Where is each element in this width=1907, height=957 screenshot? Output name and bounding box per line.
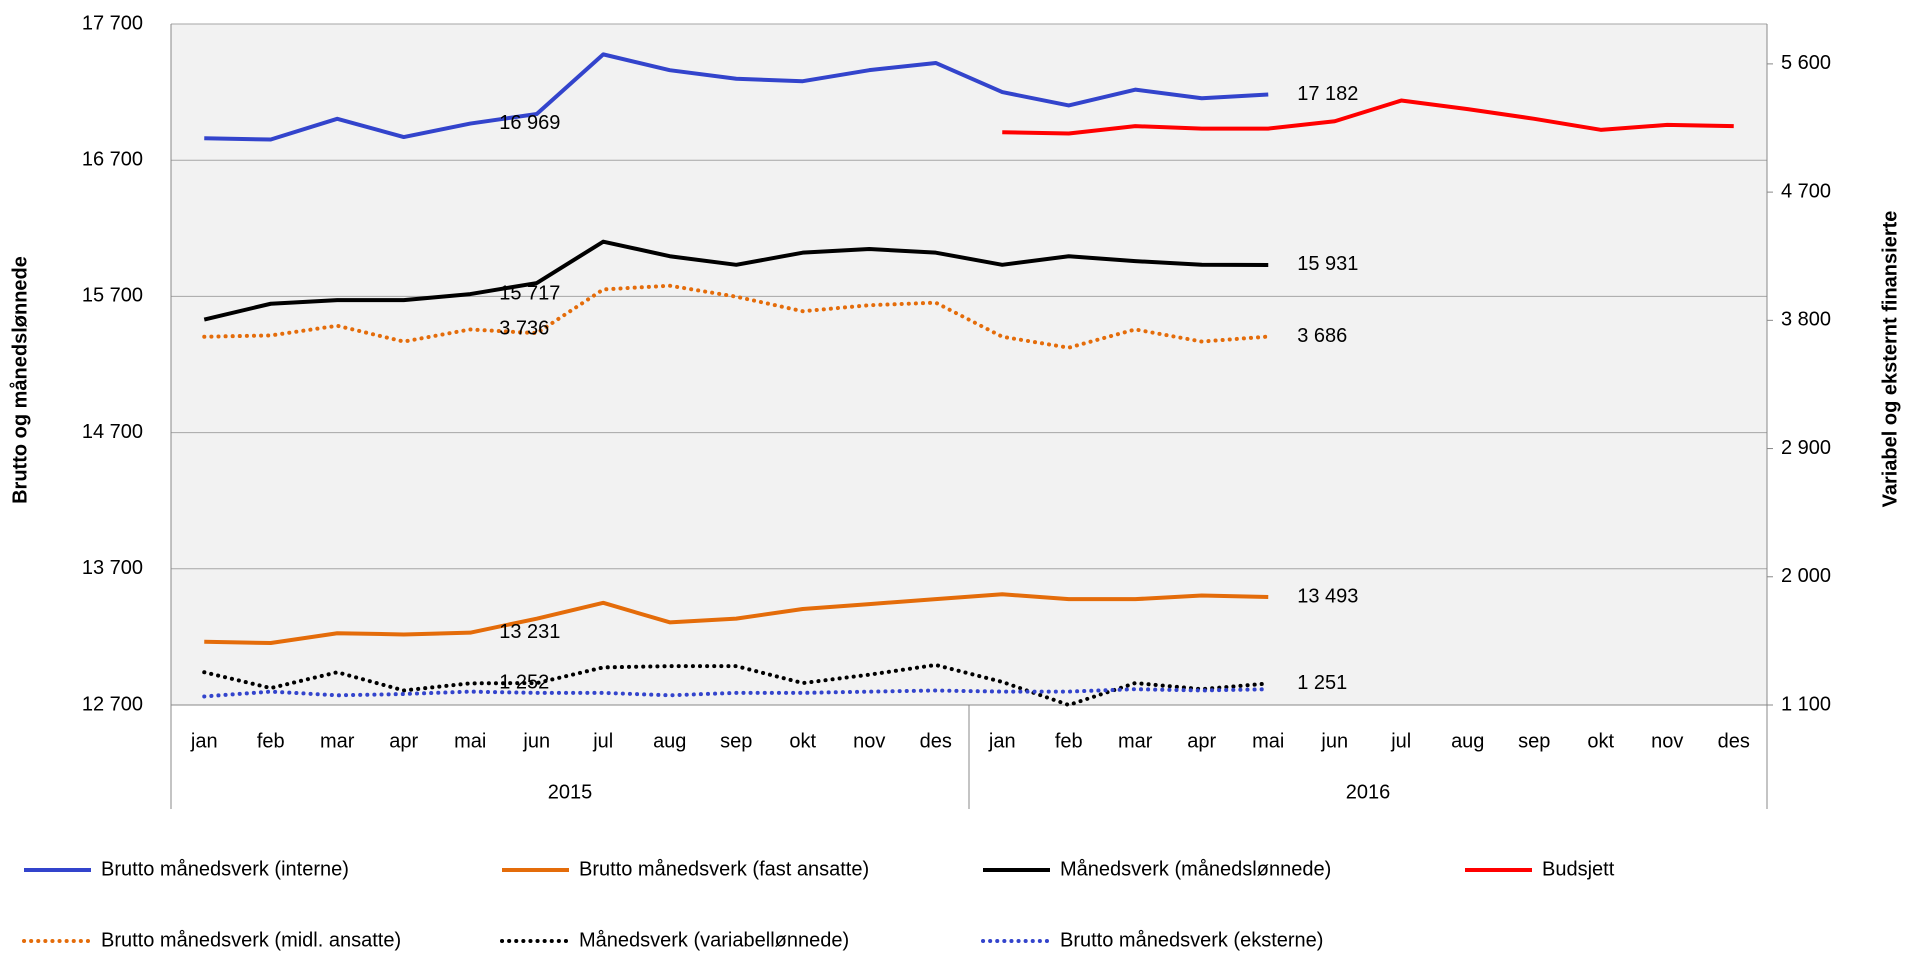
y2-tick-label: 5 600 bbox=[1781, 52, 1831, 74]
x-tick-label: mai bbox=[454, 730, 486, 752]
x-tick-label: jan bbox=[988, 730, 1016, 752]
x-tick-label: des bbox=[1718, 730, 1750, 752]
x-tick-label: sep bbox=[1518, 730, 1550, 752]
x-tick-label: jul bbox=[1390, 730, 1411, 752]
x-tick-label: nov bbox=[853, 730, 885, 752]
y-tick-label: 13 700 bbox=[82, 557, 143, 579]
x-tick-label: aug bbox=[653, 730, 686, 752]
x-tick-label: jan bbox=[190, 730, 218, 752]
plot-area bbox=[171, 24, 1767, 705]
series-line bbox=[203, 239, 1269, 322]
data-label: 1 252 bbox=[499, 672, 549, 694]
y2-tick-label: 2 000 bbox=[1781, 565, 1831, 587]
x-tick-label: okt bbox=[789, 730, 816, 752]
y2-tick-label: 2 900 bbox=[1781, 437, 1831, 459]
x-tick-label: mai bbox=[1252, 730, 1284, 752]
y-tick-label: 16 700 bbox=[82, 148, 143, 170]
y2-axis-title: Variabel og eksternt finansierte bbox=[1879, 211, 1901, 508]
data-label: 3 736 bbox=[499, 318, 549, 340]
y-tick-label: 14 700 bbox=[82, 421, 143, 443]
data-label: 17 182 bbox=[1297, 83, 1358, 105]
series-line bbox=[202, 662, 1271, 707]
x-group-label: 2015 bbox=[548, 781, 593, 803]
y2-tick-label: 4 700 bbox=[1781, 180, 1831, 202]
data-label: 1 251 bbox=[1297, 672, 1347, 694]
series-line bbox=[202, 283, 1271, 350]
series-line bbox=[202, 687, 1271, 699]
y2-tick-label: 3 800 bbox=[1781, 309, 1831, 331]
x-tick-label: okt bbox=[1587, 730, 1614, 752]
x-tick-label: sep bbox=[720, 730, 752, 752]
data-label: 13 493 bbox=[1297, 585, 1358, 607]
x-tick-label: des bbox=[920, 730, 952, 752]
legend-label: Brutto månedsverk (midl. ansatte) bbox=[101, 929, 401, 951]
y2-tick-label: 1 100 bbox=[1781, 693, 1831, 715]
x-tick-label: mar bbox=[320, 730, 355, 752]
y-tick-label: 17 700 bbox=[82, 12, 143, 34]
x-tick-label: jun bbox=[1320, 730, 1348, 752]
series-line bbox=[204, 52, 1269, 142]
y-tick-label: 15 700 bbox=[82, 285, 143, 307]
data-label: 13 231 bbox=[499, 621, 560, 643]
series-line bbox=[204, 592, 1269, 646]
data-label: 15 931 bbox=[1297, 253, 1358, 275]
x-group-label: 2016 bbox=[1346, 781, 1391, 803]
x-tick-label: feb bbox=[1055, 730, 1083, 752]
data-label: 15 717 bbox=[499, 282, 560, 304]
legend-label: Brutto månedsverk (interne) bbox=[101, 858, 349, 880]
legend-label: Budsjett bbox=[1542, 858, 1615, 880]
x-tick-label: nov bbox=[1651, 730, 1683, 752]
data-label: 16 969 bbox=[499, 112, 560, 134]
x-tick-label: jul bbox=[592, 730, 613, 752]
x-tick-label: jun bbox=[522, 730, 550, 752]
x-tick-label: apr bbox=[389, 730, 418, 752]
x-tick-label: feb bbox=[257, 730, 285, 752]
legend-label: Månedsverk (månedslønnede) bbox=[1060, 858, 1331, 880]
y-axis-title: Brutto og månedslønnede bbox=[8, 256, 31, 504]
y-tick-label: 12 700 bbox=[82, 693, 143, 715]
x-tick-label: apr bbox=[1187, 730, 1216, 752]
data-label: 3 686 bbox=[1297, 325, 1347, 347]
x-tick-label: mar bbox=[1118, 730, 1153, 752]
series-line bbox=[1002, 98, 1734, 136]
x-tick-label: aug bbox=[1451, 730, 1484, 752]
legend-label: Brutto månedsverk (fast ansatte) bbox=[579, 858, 869, 880]
legend-label: Månedsverk (variabellønnede) bbox=[579, 929, 849, 951]
legend-label: Brutto månedsverk (eksterne) bbox=[1060, 929, 1323, 951]
